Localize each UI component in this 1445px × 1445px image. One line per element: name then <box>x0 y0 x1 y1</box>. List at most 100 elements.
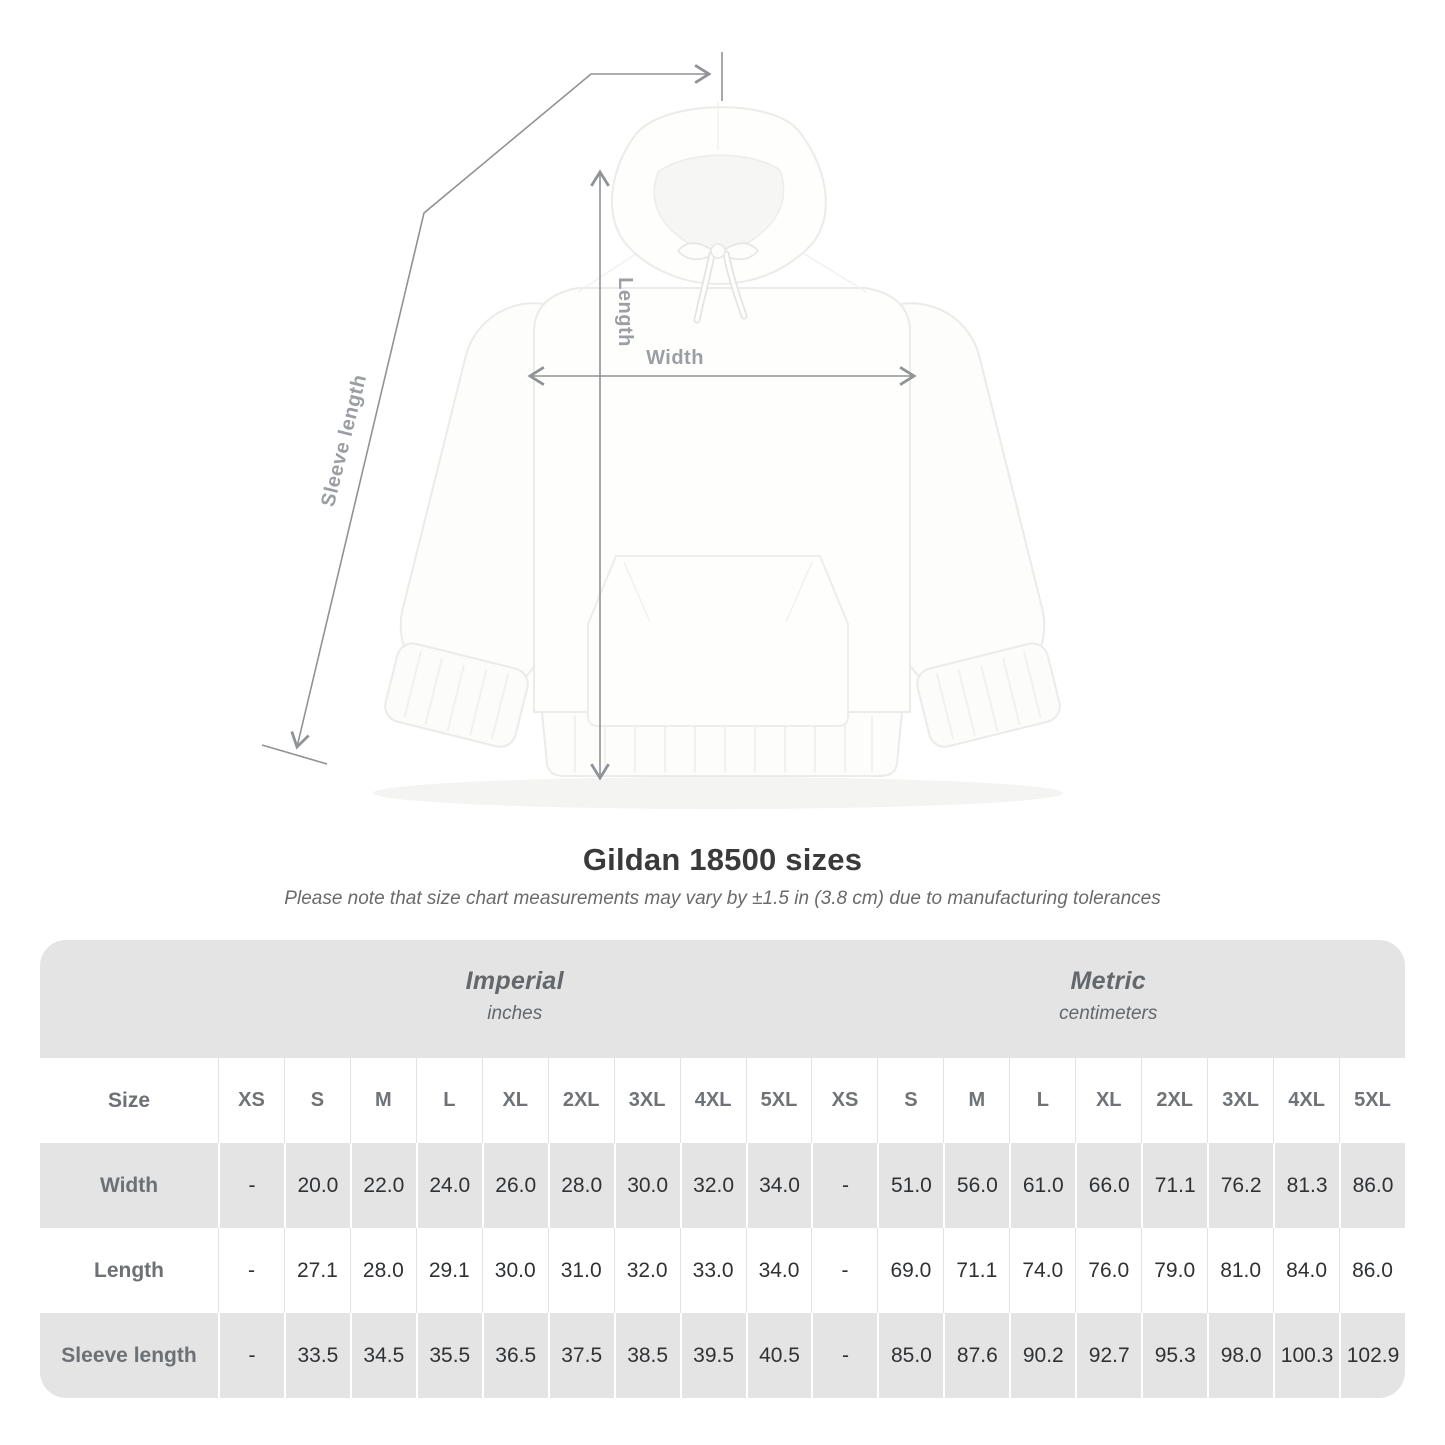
row-label: Width <box>40 1143 218 1228</box>
value-cell: 33.5 <box>283 1313 350 1398</box>
size-column-header: M <box>943 1058 1010 1143</box>
value-cell: 34.0 <box>745 1228 812 1313</box>
value-cell: 39.5 <box>679 1313 746 1398</box>
value-cell: 26.0 <box>481 1143 548 1228</box>
table-row: Length -27.1 28.0 29.1 30.0 31.0 32.0 33.0 34.0-… <box>40 1228 1405 1313</box>
value-cell: 71.1 <box>1141 1143 1208 1228</box>
value-cell: 95.3 <box>1141 1313 1208 1398</box>
row-label: Length <box>40 1228 218 1313</box>
size-column-header: M <box>349 1058 416 1143</box>
unit-band-spacer <box>40 940 218 1058</box>
size-column-header: XL <box>1075 1058 1142 1143</box>
value-cell: 22.0 <box>349 1143 416 1228</box>
value-cell: - <box>811 1313 878 1398</box>
size-column-header: 3XL <box>1207 1058 1274 1143</box>
hoodie-diagram-svg: Length Width Sleeve length <box>261 52 1063 809</box>
value-cell: 61.0 <box>1009 1143 1076 1228</box>
value-cell: 84.0 <box>1273 1228 1340 1313</box>
size-table: Imperial inches Metric centimeters Size … <box>40 940 1405 1398</box>
imperial-unit: inches <box>487 1003 543 1024</box>
value-cell: 40.5 <box>745 1313 812 1398</box>
right-shoulder-seam <box>797 249 867 293</box>
size-column-header: XS <box>811 1058 878 1143</box>
value-cell: 20.0 <box>283 1143 350 1228</box>
value-cell: 51.0 <box>877 1143 944 1228</box>
value-cell: - <box>218 1228 284 1313</box>
sleeve-length-measure-label: Sleeve length <box>317 372 371 509</box>
value-cell: 35.5 <box>415 1313 482 1398</box>
tolerance-note: Please note that size chart measurements… <box>284 888 1161 909</box>
size-header-row: Size XS S M L XL 2XL 3XL 4XL 5XL XS S M L XL 2XL 3XL 4XL… <box>40 1058 1405 1143</box>
size-column-header: 5XL <box>745 1058 812 1143</box>
metric-header: Metric centimeters <box>812 940 1406 1058</box>
size-column-header: S <box>877 1058 944 1143</box>
value-cell: 85.0 <box>877 1313 944 1398</box>
value-cell: 31.0 <box>547 1228 614 1313</box>
value-cell: - <box>218 1313 284 1398</box>
value-cell: 87.6 <box>943 1313 1010 1398</box>
length-measure-label: Length <box>614 277 636 347</box>
value-cell: 36.5 <box>481 1313 548 1398</box>
size-column-header: XL <box>481 1058 548 1143</box>
size-column-header: S <box>283 1058 350 1143</box>
table-row: Width -20.0 22.0 24.0 26.0 28.0 30.0 32.0 34.0-5… <box>40 1143 1405 1228</box>
value-cell: 92.7 <box>1075 1313 1142 1398</box>
value-cell: 90.2 <box>1009 1313 1076 1398</box>
value-cell: 34.5 <box>349 1313 416 1398</box>
value-cell: 98.0 <box>1207 1313 1274 1398</box>
hoodie-measurement-diagram: Length Width Sleeve length <box>261 52 1063 809</box>
table-row: Sleeve length -33.5 34.5 35.5 36.5 37.5 38.5 39… <box>40 1313 1405 1398</box>
width-measure-label: Width <box>646 347 704 369</box>
size-header-label: Size <box>40 1058 218 1143</box>
size-column-header: L <box>415 1058 482 1143</box>
size-column-header: 3XL <box>613 1058 680 1143</box>
hoodie-pocket <box>587 555 849 727</box>
value-cell: 30.0 <box>613 1143 680 1228</box>
sleeve-cuff-tick <box>261 744 328 765</box>
sleeve-length-arrow <box>290 64 712 750</box>
size-column-header: 4XL <box>679 1058 746 1143</box>
value-cell: 32.0 <box>613 1228 680 1313</box>
value-cell: 38.5 <box>613 1313 680 1398</box>
value-cell: 71.1 <box>943 1228 1010 1313</box>
value-cell: 81.0 <box>1207 1228 1274 1313</box>
value-cell: 27.1 <box>283 1228 350 1313</box>
value-cell: - <box>811 1143 878 1228</box>
size-column-header: 4XL <box>1273 1058 1340 1143</box>
value-cell: 32.0 <box>679 1143 746 1228</box>
page-title: Gildan 18500 sizes <box>582 842 863 877</box>
value-cell: 74.0 <box>1009 1228 1076 1313</box>
unit-band: Imperial inches Metric centimeters <box>40 940 1405 1058</box>
value-cell: 24.0 <box>415 1143 482 1228</box>
imperial-name: Imperial <box>465 967 564 995</box>
value-cell: 76.0 <box>1075 1228 1142 1313</box>
value-cell: 76.2 <box>1207 1143 1274 1228</box>
value-cell: 79.0 <box>1141 1228 1208 1313</box>
value-cell: 86.0 <box>1339 1228 1405 1313</box>
value-cell: 100.3 <box>1273 1313 1340 1398</box>
value-cell: 28.0 <box>547 1143 614 1228</box>
size-column-header: XS <box>218 1058 284 1143</box>
value-cell: 81.3 <box>1273 1143 1340 1228</box>
value-cell: 29.1 <box>415 1228 482 1313</box>
value-cell: 37.5 <box>547 1313 614 1398</box>
value-cell: - <box>811 1228 878 1313</box>
size-column-header: 2XL <box>1141 1058 1208 1143</box>
size-column-header: L <box>1009 1058 1076 1143</box>
imperial-header: Imperial inches <box>218 940 812 1058</box>
value-cell: 33.0 <box>679 1228 746 1313</box>
garment-shadow <box>373 777 1063 809</box>
metric-name: Metric <box>1070 967 1146 995</box>
size-column-header: 5XL <box>1339 1058 1405 1143</box>
metric-unit: centimeters <box>1059 1003 1158 1024</box>
value-cell: 28.0 <box>349 1228 416 1313</box>
value-cell: 30.0 <box>481 1228 548 1313</box>
value-cell: 69.0 <box>877 1228 944 1313</box>
value-cell: 56.0 <box>943 1143 1010 1228</box>
measurement-arrows <box>261 52 917 781</box>
value-cell: - <box>218 1143 284 1228</box>
row-label: Sleeve length <box>40 1313 218 1398</box>
value-cell: 66.0 <box>1075 1143 1142 1228</box>
value-cell: 34.0 <box>745 1143 812 1228</box>
